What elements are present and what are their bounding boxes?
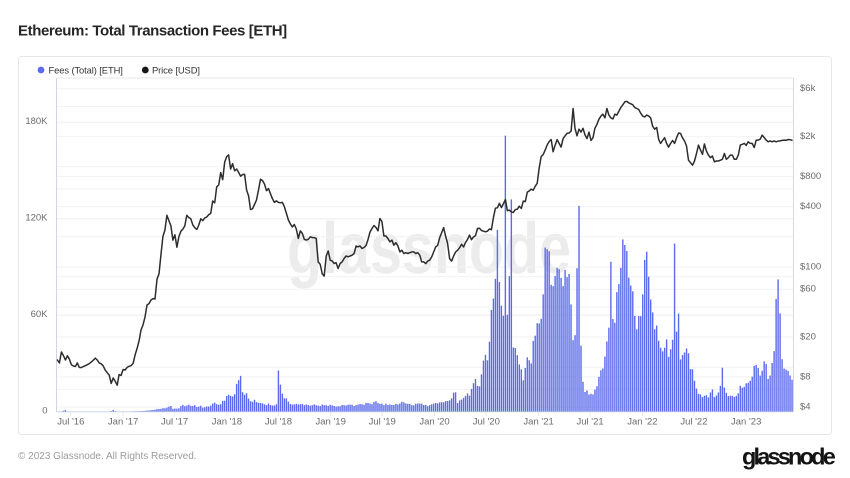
svg-text:$4: $4 xyxy=(800,402,811,413)
svg-text:Jul '17: Jul '17 xyxy=(161,417,188,428)
svg-text:glassnode: glassnode xyxy=(742,444,836,470)
svg-text:Jan '22: Jan '22 xyxy=(627,417,657,428)
svg-text:60K: 60K xyxy=(31,309,49,320)
svg-text:Ethereum: Total Transaction Fe: Ethereum: Total Transaction Fees [ETH] xyxy=(18,23,287,40)
svg-text:Jan '17: Jan '17 xyxy=(108,417,138,428)
svg-text:180K: 180K xyxy=(25,116,48,127)
svg-text:Price [USD]: Price [USD] xyxy=(152,65,200,76)
svg-text:Fees (Total) [ETH]: Fees (Total) [ETH] xyxy=(49,65,123,76)
svg-text:Jan '18: Jan '18 xyxy=(212,417,242,428)
svg-text:© 2023 Glassnode. All Rights R: © 2023 Glassnode. All Rights Reserved. xyxy=(18,451,197,462)
svg-text:Jul '20: Jul '20 xyxy=(473,417,500,428)
svg-text:$100: $100 xyxy=(800,261,821,272)
svg-text:120K: 120K xyxy=(25,213,48,224)
svg-text:$400: $400 xyxy=(800,201,821,212)
svg-text:Jan '20: Jan '20 xyxy=(419,417,449,428)
svg-text:$6k: $6k xyxy=(800,83,816,94)
svg-text:Jan '23: Jan '23 xyxy=(731,417,761,428)
svg-text:$8: $8 xyxy=(800,371,811,382)
svg-text:$60: $60 xyxy=(800,284,816,295)
svg-text:$2k: $2k xyxy=(800,131,816,142)
svg-text:0: 0 xyxy=(42,405,47,416)
svg-text:$800: $800 xyxy=(800,171,821,182)
svg-text:Jul '18: Jul '18 xyxy=(265,417,292,428)
svg-text:Jul '21: Jul '21 xyxy=(577,417,604,428)
svg-text:Jan '19: Jan '19 xyxy=(316,417,346,428)
svg-text:Jul '16: Jul '16 xyxy=(57,417,84,428)
svg-text:Jan '21: Jan '21 xyxy=(523,417,553,428)
svg-text:$20: $20 xyxy=(800,331,816,342)
svg-text:glassnode: glassnode xyxy=(287,209,571,289)
svg-text:Jul '19: Jul '19 xyxy=(369,417,396,428)
svg-text:Jul '22: Jul '22 xyxy=(680,417,707,428)
